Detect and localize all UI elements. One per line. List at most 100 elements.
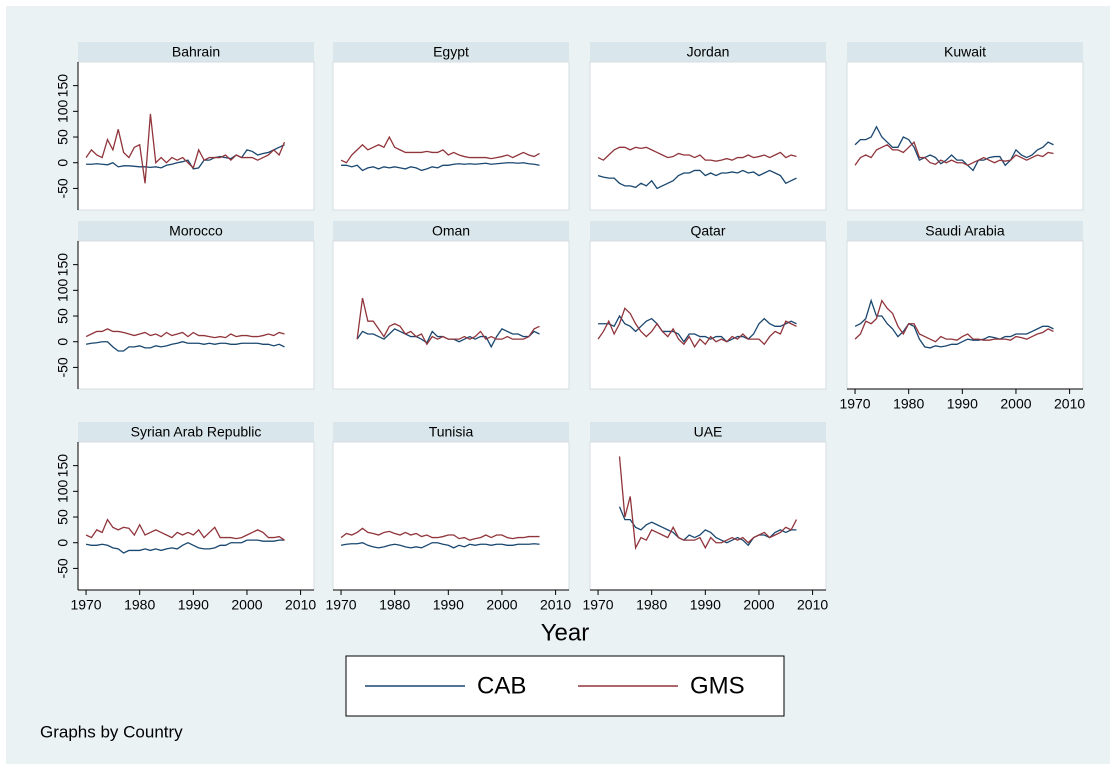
- plot-region: [589, 61, 827, 211]
- panel-title-strip: [847, 221, 1083, 241]
- y-tick-label: 0: [55, 159, 71, 167]
- panel-title: Egypt: [433, 44, 469, 60]
- panel-title: Jordan: [687, 44, 730, 60]
- y-tick-label: 50: [55, 308, 71, 324]
- plot-region: [77, 240, 315, 390]
- panel-title-strip: [333, 422, 569, 442]
- data-line: [85, 518, 285, 541]
- x-tick-label: 2000: [486, 597, 517, 613]
- data-line: [340, 527, 540, 541]
- y-tick-label: 50: [55, 129, 71, 145]
- y-tick-label: -50: [55, 178, 71, 198]
- data-line: [854, 299, 1054, 343]
- data-line: [341, 162, 540, 172]
- data-line: [618, 456, 798, 551]
- data-line: [85, 113, 286, 184]
- panel: Saudi Arabia 1970 1980 1990 2000 2010: [839, 221, 1085, 412]
- panel: Oman: [332, 221, 570, 390]
- y-tick-label: 0: [55, 539, 71, 547]
- data-line: [340, 135, 540, 164]
- x-tick-label: 2010: [285, 597, 316, 613]
- x-tick-label: 1980: [893, 396, 924, 412]
- x-tick-label: 1970: [325, 597, 356, 613]
- x-tick-label: 1970: [582, 597, 613, 613]
- y-tick-label: 100: [55, 99, 71, 123]
- panel-title-strip: [847, 42, 1083, 62]
- x-axis-title: Year: [541, 619, 590, 646]
- y-tick-label: -50: [55, 357, 71, 377]
- x-tick-label: 2000: [743, 597, 774, 613]
- data-line: [854, 125, 1054, 172]
- x-tick-label: 1980: [124, 597, 155, 613]
- panel-title-strip: [333, 42, 569, 62]
- plot-region: [332, 441, 570, 591]
- plot-region: [77, 441, 315, 591]
- panel-title: Morocco: [169, 223, 223, 239]
- panel-title: UAE: [694, 424, 723, 440]
- y-tick-label: 50: [55, 509, 71, 525]
- panel: Jordan: [589, 42, 827, 211]
- plot-region: [332, 61, 570, 211]
- y-tick-label: 150: [55, 74, 71, 98]
- x-tick-label: 1990: [947, 396, 978, 412]
- data-line: [597, 146, 797, 162]
- plot-region: [846, 240, 1084, 390]
- data-line: [854, 298, 1054, 349]
- note: Graphs by Country: [40, 722, 183, 741]
- panel-title-strip: [590, 42, 826, 62]
- panel: UAE 1970 1980 1990 2000 2010: [582, 422, 828, 613]
- data-line: [618, 506, 797, 547]
- panel-title: Syrian Arab Republic: [131, 424, 262, 440]
- data-line: [340, 542, 540, 549]
- panel-title-strip: [590, 422, 826, 442]
- panel: Qatar: [589, 221, 827, 390]
- panel-title-strip: [333, 221, 569, 241]
- panel: Kuwait: [846, 42, 1084, 211]
- x-tick-label: 2010: [797, 597, 828, 613]
- y-tick-label: 100: [55, 479, 71, 503]
- x-tick-label: 2010: [540, 597, 571, 613]
- panel-title: Qatar: [690, 223, 725, 239]
- data-line: [598, 314, 797, 343]
- x-tick-label: 1990: [690, 597, 721, 613]
- panel-title-strip: [78, 422, 314, 442]
- data-line: [854, 141, 1054, 167]
- panel-title-strip: [78, 42, 314, 62]
- x-tick-label: 1990: [178, 597, 209, 613]
- plot-region: [77, 61, 315, 211]
- data-line: [85, 341, 285, 352]
- panel-title: Saudi Arabia: [925, 223, 1005, 239]
- data-line: [356, 297, 540, 346]
- x-tick-label: 2000: [231, 597, 262, 613]
- plot-region: [846, 61, 1084, 211]
- legend: CAB GMS: [365, 672, 745, 699]
- panel-title: Kuwait: [944, 44, 986, 60]
- data-line: [85, 539, 285, 554]
- panel-title-strip: [590, 221, 826, 241]
- x-tick-label: 1970: [839, 396, 870, 412]
- x-tick-label: 2010: [1054, 396, 1085, 412]
- panel-title: Oman: [432, 223, 470, 239]
- panel-title: Tunisia: [429, 424, 474, 440]
- y-tick-label: 150: [55, 454, 71, 478]
- legend-label: GMS: [690, 672, 745, 699]
- x-tick-label: 1980: [636, 597, 667, 613]
- y-tick-label: 0: [55, 338, 71, 346]
- x-tick-label: 1980: [379, 597, 410, 613]
- panel: Tunisia 1970 1980 1990 2000 2010: [325, 422, 571, 613]
- y-tick-label: -50: [55, 558, 71, 578]
- x-tick-label: 1970: [70, 597, 101, 613]
- x-tick-label: 1990: [433, 597, 464, 613]
- panel: Egypt: [332, 42, 570, 211]
- plot-region: [332, 240, 570, 390]
- y-tick-label: 100: [55, 278, 71, 302]
- data-line: [597, 169, 797, 190]
- legend-label: CAB: [477, 672, 526, 699]
- data-line: [85, 328, 285, 339]
- data-line: [597, 307, 797, 349]
